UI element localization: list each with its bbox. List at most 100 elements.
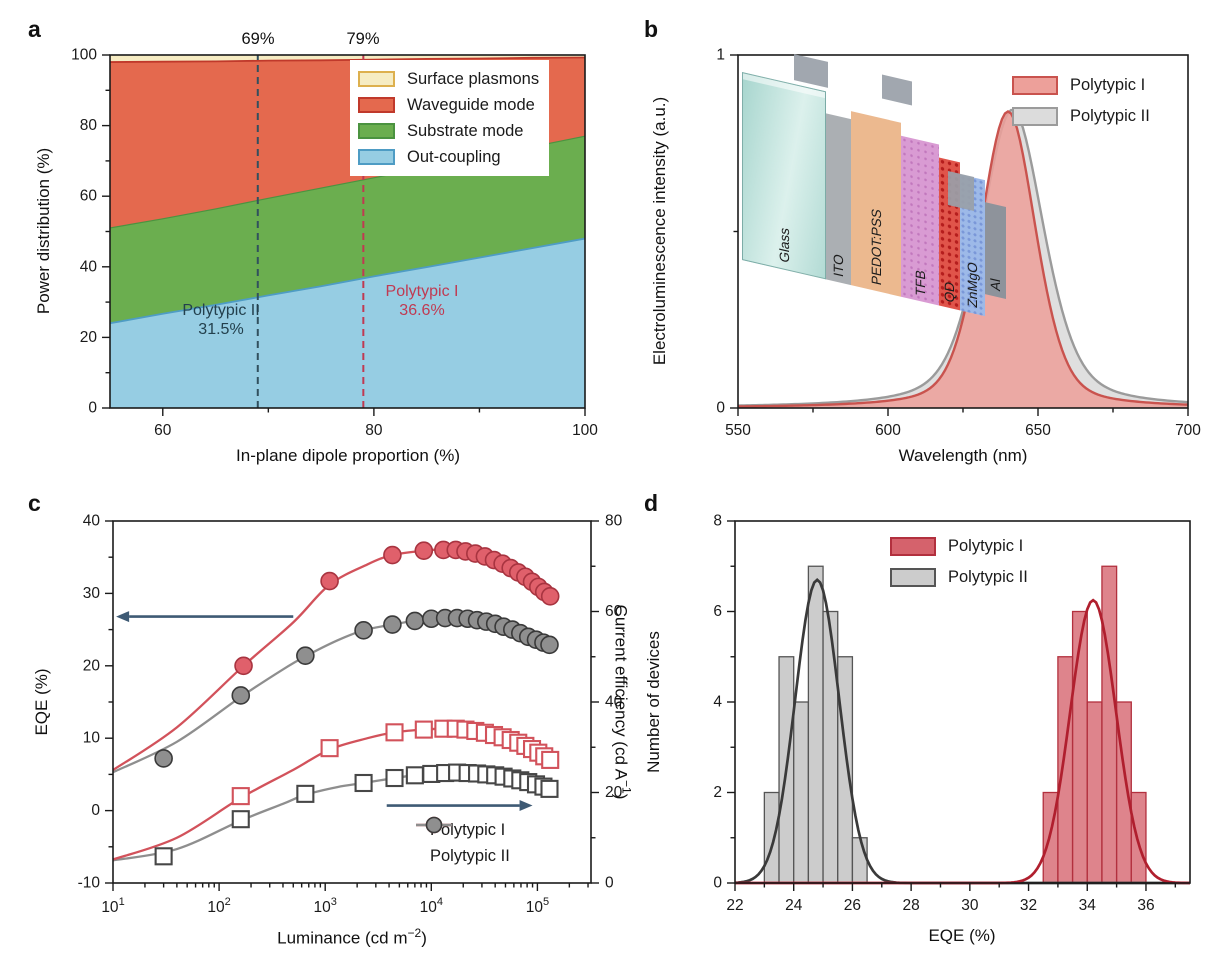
tick-label: 650 — [1025, 422, 1051, 439]
surface-plasmons-swatch — [358, 71, 395, 87]
histogram-bar — [1101, 565, 1118, 884]
tick-label: 6 — [713, 603, 722, 620]
x-label-sup: −2 — [407, 926, 422, 940]
tick-label: 10 — [83, 730, 101, 747]
out-coupling-swatch — [358, 149, 395, 165]
histogram-bar — [1086, 701, 1103, 884]
tick-label: 0 — [91, 802, 100, 819]
data-point — [540, 779, 559, 798]
legend-item-surface-plasmons: Surface plasmons — [358, 66, 539, 92]
panel-c-eqe-luminance: c 101 102 103 104 105 -10 0 10 20 30 40 0 20 40 60 80 P… — [18, 483, 633, 963]
tick-label: 40 — [83, 513, 101, 530]
tick-label: 30 — [83, 585, 101, 602]
histogram-bar — [822, 610, 839, 884]
histogram-bar — [1057, 656, 1074, 884]
x-label-text: ) — [421, 928, 427, 948]
legend-label: Polytypic I — [1070, 76, 1146, 94]
data-point — [320, 739, 339, 758]
data-point — [354, 621, 373, 640]
tick-label: 105 — [526, 896, 549, 916]
histogram-bar — [763, 791, 780, 884]
tick-label: 28 — [903, 897, 920, 914]
boundary-line — [109, 56, 586, 63]
panel-letter-b: b — [644, 16, 659, 42]
data-point — [231, 686, 251, 705]
tick-label: 600 — [875, 422, 901, 439]
data-point — [414, 720, 433, 739]
legend-item-out-coupling: Out-coupling — [358, 144, 539, 170]
electrode-pad — [794, 54, 828, 88]
legend-panel-b: Polytypic I Polytypic II — [1004, 64, 1160, 138]
tick-label: 60 — [154, 422, 172, 439]
panel-d-eqe-histogram: d 22 24 26 28 30 32 34 36 0 2 4 6 8 Polytypic I Poly… — [630, 483, 1225, 963]
legend-label: Out-coupling — [407, 147, 501, 166]
tick-label: 2 — [713, 784, 722, 801]
data-point — [231, 787, 250, 806]
legend-item-polytypic-ii: Polytypic II — [890, 562, 1028, 593]
tick-label: 100 — [71, 47, 97, 64]
spectrum-line-polytypic-i — [737, 110, 1189, 408]
y-axis-label-c-left: EQE (%) — [32, 668, 51, 736]
legend-panel-c: Polytypic I Polytypic II — [414, 815, 516, 871]
data-point — [541, 750, 560, 769]
y-axis-label-b: Electroluminescence intensity (a.u.) — [650, 96, 669, 366]
layer-ito: ITO — [826, 113, 851, 286]
x-label-text: Luminance (cd m — [277, 928, 408, 948]
legend-item-polytypic-i: Polytypic I — [890, 531, 1028, 562]
data-point — [385, 723, 404, 742]
data-point — [540, 586, 560, 606]
annotation-polytypic-i: Polytypic I 36.6% — [386, 282, 459, 320]
histogram-bar — [807, 565, 824, 884]
tick-label: 80 — [605, 513, 623, 530]
annotation-polytypic-ii: Polytypic II 31.5% — [182, 301, 259, 339]
histogram-bar — [1130, 791, 1147, 884]
area-out-coupling — [110, 238, 585, 408]
annotation-value: 36.6% — [399, 302, 445, 319]
legend-label: Polytypic II — [948, 568, 1028, 586]
data-point — [154, 749, 173, 768]
x-axis-label-b: Wavelength (nm) — [898, 446, 1028, 465]
y-axis-label-d: Number of devices — [644, 631, 663, 773]
tick-label: 40 — [80, 258, 98, 275]
tick-label: 80 — [80, 117, 98, 134]
electrode-pad — [882, 74, 912, 106]
layer-label-pedot: PEDOT:PSS — [868, 207, 884, 287]
polytypic-ii-swatch — [1012, 107, 1058, 126]
tick-label: 0 — [713, 875, 722, 892]
annotation-name: Polytypic II — [182, 302, 260, 319]
tick-label: 8 — [713, 513, 722, 530]
tick-label: 24 — [785, 897, 803, 914]
tick-label: 20 — [83, 657, 101, 674]
legend-label: Waveguide mode — [407, 95, 535, 114]
x-axis-label-d: EQE (%) — [928, 926, 996, 945]
tick-label: 102 — [207, 896, 230, 916]
layer-label-ito: ITO — [831, 252, 846, 279]
layer-pedot-pss: PEDOT:PSS — [851, 111, 901, 297]
legend-item-polytypic-ii: Polytypic II — [416, 816, 510, 869]
legend-item-polytypic-i: Polytypic I — [1012, 70, 1150, 101]
arrow-head — [116, 611, 130, 623]
tick-label: 26 — [844, 897, 861, 914]
legend-label: Polytypic II — [430, 846, 510, 865]
tick-label: 0 — [605, 875, 614, 892]
polytypic-i-swatch — [1012, 76, 1058, 95]
data-point — [231, 810, 250, 829]
annotation-value: 31.5% — [198, 321, 244, 338]
layer-label-tfb: TFB — [912, 267, 928, 297]
tick-label: 101 — [101, 896, 124, 916]
data-point — [296, 784, 315, 803]
data-point — [383, 545, 402, 565]
boundary-line — [109, 237, 586, 325]
tick-label: 0 — [716, 400, 725, 417]
data-point — [405, 611, 425, 631]
histogram-bar — [837, 656, 854, 884]
polytypic-i-swatch — [890, 537, 936, 556]
area-substrate-mode — [110, 136, 585, 324]
tick-label: 550 — [725, 422, 751, 439]
tick-label: -10 — [78, 875, 101, 892]
histogram-bar — [1071, 610, 1088, 884]
data-point — [320, 571, 339, 591]
layer-label-glass: Glass — [776, 226, 792, 265]
